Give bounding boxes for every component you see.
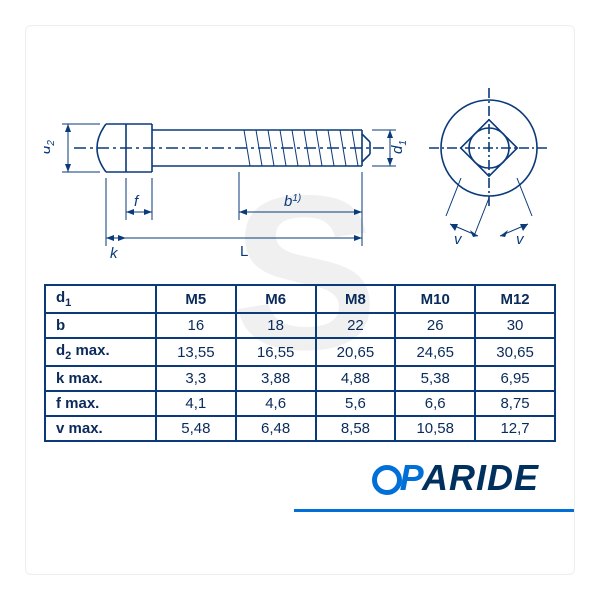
- table-row: d2 max. 13,55 16,55 20,65 24,65 30,65: [45, 338, 555, 366]
- svg-text:v: v: [516, 231, 525, 248]
- cell: 3,3: [156, 366, 236, 391]
- brand-underline: [294, 509, 574, 512]
- cell: 26: [395, 313, 475, 338]
- row-head-kmax: k max.: [45, 366, 156, 391]
- col-m10: M10: [395, 285, 475, 313]
- cell: 16: [156, 313, 236, 338]
- col-m5: M5: [156, 285, 236, 313]
- table-row: f max. 4,1 4,6 5,6 6,6 8,75: [45, 391, 555, 416]
- cell: 20,65: [316, 338, 396, 366]
- table-row: v max. 5,48 6,48 8,58 10,58 12,7: [45, 416, 555, 441]
- cell: 4,1: [156, 391, 236, 416]
- col-m6: M6: [236, 285, 316, 313]
- table-header-row: d1 M5 M6 M8 M10 M12: [45, 285, 555, 313]
- cell: 6,6: [395, 391, 475, 416]
- cell: 13,55: [156, 338, 236, 366]
- table-row: k max. 3,3 3,88 4,88 5,38 6,95: [45, 366, 555, 391]
- svg-text:b1): b1): [284, 193, 301, 210]
- cell: 22: [316, 313, 396, 338]
- cell: 3,88: [236, 366, 316, 391]
- cell: 8,75: [475, 391, 555, 416]
- row-head-d2max: d2 max.: [45, 338, 156, 366]
- svg-text:k: k: [110, 245, 119, 262]
- cell: 30,65: [475, 338, 555, 366]
- specification-table: d1 M5 M6 M8 M10 M12 b 16 18 22 26 30: [44, 284, 556, 442]
- svg-text:f: f: [134, 193, 140, 210]
- row-head-b: b: [45, 313, 156, 338]
- svg-text:d2: d2: [44, 140, 57, 154]
- col-m8: M8: [316, 285, 396, 313]
- col-m12: M12: [475, 285, 555, 313]
- cell: 5,48: [156, 416, 236, 441]
- cell: 10,58: [395, 416, 475, 441]
- svg-text:v: v: [454, 231, 463, 248]
- row-head-fmax: f max.: [45, 391, 156, 416]
- svg-text:L: L: [240, 243, 248, 260]
- col-d1: d1: [45, 285, 156, 313]
- svg-text:d1: d1: [389, 140, 409, 154]
- cell: 8,58: [316, 416, 396, 441]
- cell: 16,55: [236, 338, 316, 366]
- brand-text-2: ARIDE: [422, 457, 539, 498]
- cell: 5,6: [316, 391, 396, 416]
- cell: 4,88: [316, 366, 396, 391]
- row-head-vmax: v max.: [45, 416, 156, 441]
- cell: 6,48: [236, 416, 316, 441]
- table-row: b 16 18 22 26 30: [45, 313, 555, 338]
- brand-ring-icon: [372, 465, 402, 495]
- cell: 30: [475, 313, 555, 338]
- cell: 24,65: [395, 338, 475, 366]
- cell: 12,7: [475, 416, 555, 441]
- brand-text-1: P: [400, 457, 422, 498]
- cell: 5,38: [395, 366, 475, 391]
- cell: 4,6: [236, 391, 316, 416]
- cell: 18: [236, 313, 316, 338]
- brand-logo: PARIDE: [372, 457, 539, 499]
- cell: 6,95: [475, 366, 555, 391]
- technical-drawing: d2 d1 f k L b1) v v: [44, 38, 556, 278]
